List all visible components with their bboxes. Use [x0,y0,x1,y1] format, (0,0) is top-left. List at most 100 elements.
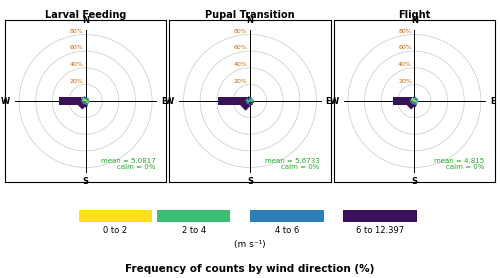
Text: calm = 0%: calm = 0% [282,164,320,170]
Polygon shape [82,99,90,102]
Title: Larval Feeding: Larval Feeding [45,10,126,20]
Text: mean = 5.6733: mean = 5.6733 [265,158,320,164]
Text: N: N [411,16,418,25]
Polygon shape [410,100,418,103]
Polygon shape [80,103,88,108]
Polygon shape [410,96,416,102]
Text: 40%: 40% [398,62,412,67]
Bar [343,210,416,222]
Text: 60%: 60% [70,45,83,50]
Polygon shape [247,97,252,105]
Polygon shape [246,99,254,102]
Polygon shape [412,98,418,104]
Text: E: E [161,96,167,106]
Text: 80%: 80% [398,29,412,34]
Polygon shape [412,97,416,105]
Bar [250,210,324,222]
Text: N: N [82,16,89,25]
Text: S: S [82,177,88,186]
Polygon shape [77,101,86,110]
Polygon shape [218,97,246,105]
Text: 20%: 20% [69,79,83,84]
Polygon shape [410,101,418,102]
Text: 60%: 60% [234,45,247,50]
Polygon shape [409,103,416,107]
Polygon shape [81,96,86,104]
Text: 20%: 20% [234,79,247,84]
Text: S: S [247,177,253,186]
Polygon shape [406,101,414,110]
Text: 6 to 12.397: 6 to 12.397 [356,226,404,235]
Polygon shape [82,100,90,103]
Text: 80%: 80% [70,29,83,34]
Polygon shape [82,98,87,105]
Polygon shape [246,102,254,103]
Polygon shape [82,101,90,102]
Polygon shape [410,96,414,104]
Text: 0 to 2: 0 to 2 [103,226,128,235]
Polygon shape [82,102,90,103]
Polygon shape [410,102,418,103]
Text: 60%: 60% [398,45,412,50]
Polygon shape [82,100,90,101]
Polygon shape [82,97,87,105]
Polygon shape [411,99,418,102]
Polygon shape [410,99,418,102]
Polygon shape [82,97,86,105]
Text: N: N [246,16,254,25]
Text: E: E [326,96,331,106]
Polygon shape [245,98,252,106]
Text: Frequency of counts by wind direction (%): Frequency of counts by wind direction (%… [126,264,374,274]
Polygon shape [246,99,254,102]
Text: 40%: 40% [234,62,247,67]
Text: mean = 4.815: mean = 4.815 [434,158,484,164]
Polygon shape [82,100,89,103]
Polygon shape [410,100,418,106]
Polygon shape [246,100,254,101]
Polygon shape [240,101,250,111]
Text: W: W [0,96,10,106]
Polygon shape [82,98,88,102]
Text: W: W [330,96,339,106]
Text: (m s⁻¹): (m s⁻¹) [234,240,266,249]
Polygon shape [412,98,418,102]
Polygon shape [408,98,414,106]
Polygon shape [246,101,254,102]
Polygon shape [84,97,89,103]
Polygon shape [59,97,82,105]
Polygon shape [412,97,418,103]
Polygon shape [410,96,416,103]
Polygon shape [82,98,88,104]
Text: 20%: 20% [398,79,412,84]
Text: 4 to 6: 4 to 6 [274,226,299,235]
Polygon shape [247,98,252,105]
Title: Pupal Transition: Pupal Transition [205,10,295,20]
Bar [78,210,152,222]
Text: mean = 5.0817: mean = 5.0817 [100,158,156,164]
Polygon shape [246,97,250,105]
Polygon shape [82,98,89,102]
Text: calm = 0%: calm = 0% [117,164,156,170]
Polygon shape [393,97,412,105]
Polygon shape [79,98,84,107]
Polygon shape [244,98,250,106]
Text: 80%: 80% [234,29,247,34]
Polygon shape [82,97,87,103]
Text: E: E [490,96,496,106]
Polygon shape [410,98,418,102]
Polygon shape [410,100,418,101]
Polygon shape [246,97,252,103]
Polygon shape [246,101,253,106]
Polygon shape [247,98,252,104]
Polygon shape [81,96,87,103]
Polygon shape [410,98,417,106]
Polygon shape [412,97,414,105]
Polygon shape [246,96,250,104]
Bar [157,210,230,222]
Text: S: S [412,177,418,186]
Polygon shape [82,99,90,100]
Polygon shape [83,98,89,104]
Polygon shape [410,98,416,105]
Polygon shape [82,99,89,102]
Polygon shape [411,100,418,103]
